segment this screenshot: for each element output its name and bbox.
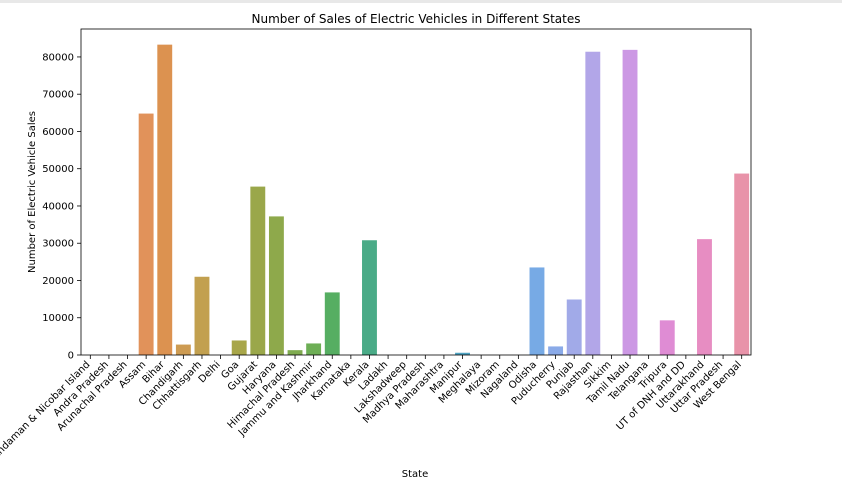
bar <box>529 267 545 355</box>
bar <box>697 239 712 355</box>
bar <box>548 346 564 355</box>
bar <box>566 299 582 355</box>
y-axis-title: Number of Electric Vehicle Sales <box>27 111 38 273</box>
plot-frame <box>80 28 752 356</box>
bar <box>622 49 638 356</box>
bar <box>138 113 154 355</box>
y-tick-label: 10000 <box>42 313 74 324</box>
bar <box>585 51 601 355</box>
y-tick-label: 30000 <box>42 239 74 250</box>
bar <box>734 173 750 355</box>
bar <box>455 352 470 355</box>
window-top-border <box>0 0 842 3</box>
bar <box>231 340 247 355</box>
bar <box>175 344 191 355</box>
x-axis-title: State <box>402 469 428 480</box>
y-tick-label: 50000 <box>42 164 74 175</box>
y-tick-label: 20000 <box>42 276 74 287</box>
bar <box>659 320 675 355</box>
bar <box>362 240 377 355</box>
y-tick-label: 0 <box>68 351 74 362</box>
x-tick-label: Delhi <box>197 359 223 385</box>
y-tick-label: 70000 <box>42 90 74 101</box>
y-tick-label: 40000 <box>42 201 74 212</box>
bar <box>324 292 340 355</box>
plot-area: 0 10000 20000 30000 40000 50000 60000 70000 8000… <box>0 28 752 461</box>
y-tick-label: 60000 <box>42 127 74 138</box>
bar <box>157 44 173 356</box>
bar <box>268 216 284 355</box>
bar <box>250 186 266 355</box>
chart-title: Number of Sales of Electric Vehicles in … <box>252 12 581 26</box>
bar <box>194 276 210 355</box>
y-tick-label: 80000 <box>42 52 74 63</box>
bar <box>287 350 303 355</box>
bar <box>306 343 322 355</box>
